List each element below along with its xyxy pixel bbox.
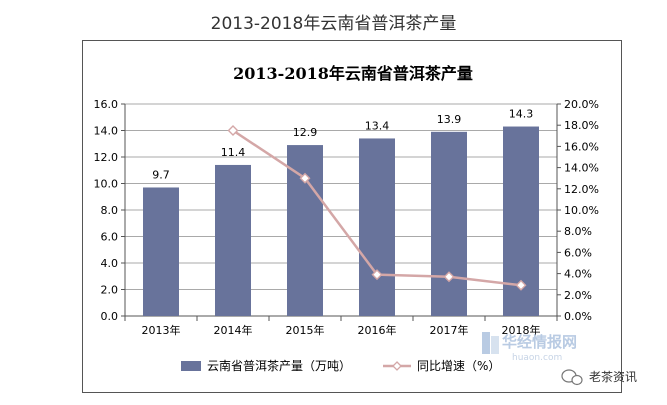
bar [215, 164, 251, 316]
legend-marker-growth [392, 361, 402, 371]
tick-labels: 0.0 2.0 4.0 6.0 8.0 10.0 12.0 14.0 16.0 0.0% 2.0% 4… [94, 98, 599, 337]
line-series [227, 125, 527, 291]
bar-value-label: 12.9 [293, 126, 318, 139]
growth-point [227, 125, 239, 136]
bar-value-label: 13.4 [365, 119, 390, 132]
axes [121, 103, 561, 321]
growth-point [443, 271, 455, 283]
y-left-tick-label: 14.0 [94, 125, 119, 138]
x-tick-label: 2014年 [214, 323, 253, 337]
bar-value-label: 9.7 [152, 168, 170, 181]
y-left-tick-label: 6.0 [101, 231, 119, 244]
growth-point [515, 279, 527, 291]
bar [431, 131, 467, 316]
y-left-tick-label: 8.0 [101, 204, 119, 217]
bar [143, 187, 179, 316]
chart-svg: 9.7 11.4 12.9 13.4 13.9 14.3 0.0 2.0 4.0 6.0 8.0 1… [94, 64, 599, 373]
x-tick-label: 2018年 [502, 323, 541, 337]
legend-swatch-production [181, 361, 201, 371]
bar-value-label: 14.3 [509, 108, 534, 121]
bar-value-label: 11.4 [221, 146, 246, 159]
y-right-tick-label: 6.0% [564, 246, 592, 259]
legend-label-growth: 同比增速（%） [417, 359, 500, 373]
y-right-tick-label: 2.0% [564, 289, 592, 302]
y-right-tick-label: 10.0% [564, 204, 599, 217]
chart-frame: 9.7 11.4 12.9 13.4 13.9 14.3 0.0 2.0 4.0 6.0 8.0 1… [82, 40, 622, 393]
y-left-tick-label: 16.0 [94, 98, 119, 111]
y-right-tick-label: 0.0% [564, 310, 592, 323]
legend: 云南省普洱茶产量（万吨） 同比增速（%） [181, 358, 500, 373]
y-left-tick-label: 4.0 [101, 257, 119, 270]
bar-value-label: 13.9 [437, 113, 462, 126]
y-right-tick-label: 20.0% [564, 98, 599, 111]
growth-point [299, 172, 311, 184]
y-right-tick-label: 16.0% [564, 140, 599, 153]
x-tick-label: 2016年 [358, 323, 397, 337]
y-right-tick-label: 4.0% [564, 268, 592, 281]
page-title: 2013-2018年云南省普洱茶产量 [210, 14, 457, 34]
data-labels: 9.7 11.4 12.9 13.4 13.9 14.3 [152, 108, 533, 182]
growth-point [371, 269, 383, 281]
legend-label-production: 云南省普洱茶产量（万吨） [207, 358, 351, 373]
y-right-tick-label: 8.0% [564, 225, 592, 238]
chart-title: 2013-2018年云南省普洱茶产量 [233, 64, 473, 83]
y-left-tick-label: 10.0 [94, 178, 119, 191]
y-right-tick-label: 12.0% [564, 183, 599, 196]
y-right-tick-label: 18.0% [564, 119, 599, 132]
x-tick-label: 2017年 [430, 323, 469, 337]
y-left-tick-label: 0.0 [101, 310, 119, 323]
y-left-tick-label: 12.0 [94, 151, 119, 164]
gridlines [125, 103, 557, 290]
x-tick-label: 2015年 [286, 323, 325, 337]
bar [359, 138, 395, 316]
y-left-tick-label: 2.0 [101, 284, 119, 297]
y-right-tick-label: 14.0% [564, 162, 599, 175]
x-tick-label: 2013年 [142, 323, 181, 337]
bar-series [143, 126, 539, 317]
